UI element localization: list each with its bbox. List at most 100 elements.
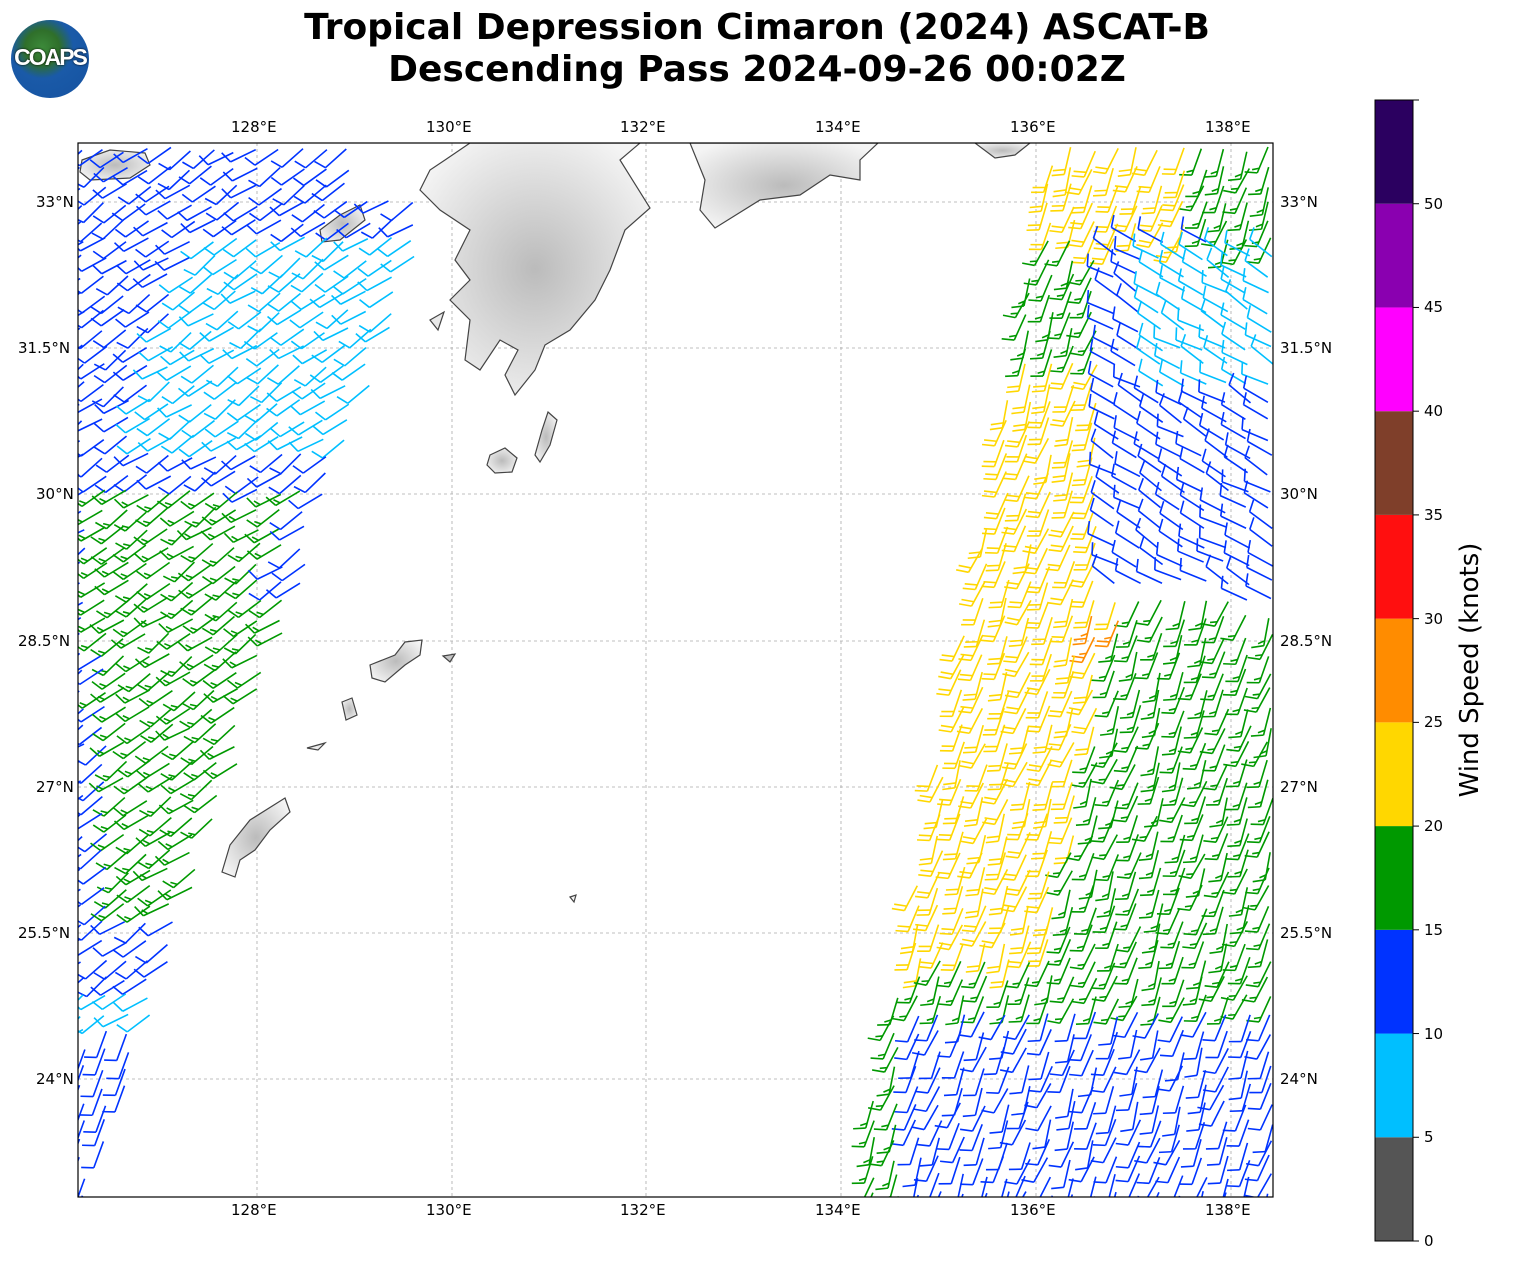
wind-barb [78,277,81,281]
wind-barb [78,708,84,715]
wind-barb [1113,1191,1117,1197]
wind-barb [222,344,258,360]
wind-barb [1049,615,1074,643]
wind-barb [1072,674,1093,704]
colorbar-segment [1375,618,1413,723]
wind-barb [1204,428,1228,459]
wind-barb [1092,168,1114,197]
wind-barb [223,633,257,655]
wind-barb [962,563,988,591]
wind-barb [182,149,215,170]
colorbar-tick: 50 [1424,194,1444,213]
wind-barb [161,740,195,761]
wind-barb [180,492,215,510]
wind-barb [78,398,103,414]
wind-barb [158,276,194,294]
wind-barb [986,1066,1010,1094]
wind-barb [204,601,238,622]
wind-barb [1071,491,1096,520]
wind-barb [1049,345,1074,373]
wind-barb [1115,888,1140,916]
wind-barb [1181,780,1208,808]
wind-barb [178,313,214,327]
wind-barb [1159,231,1185,260]
wind-barb [78,237,106,252]
wind-barb [1089,338,1116,366]
wind-barb [91,219,124,240]
wind-barb [1112,941,1137,969]
lat-tick-right: 25.5°N [1280,924,1333,942]
wind-barb [1113,903,1137,931]
wind-barb [269,525,305,541]
wind-barb [224,476,259,495]
wind-barb [1099,728,1119,759]
wind-barb [893,1065,917,1094]
wind-barb [1097,943,1119,972]
wind-barb [1113,795,1139,823]
wind-barb [78,601,84,606]
wind-barb [95,454,130,473]
wind-barb [204,491,238,511]
wind-barb [78,726,103,746]
wind-barb [115,398,151,415]
wind-barb [981,439,1005,468]
wind-barb [1111,463,1137,491]
wind-barb [1162,635,1183,665]
wind-barb [851,1120,875,1148]
wind-barb [1153,1139,1181,1166]
wind-barb [1049,206,1075,234]
wind-barb [1026,925,1049,955]
wind-barb [1092,670,1115,699]
wind-barb [78,690,80,694]
wind-barb [1092,905,1116,933]
wind-barb [1006,1101,1029,1130]
wind-barb [1206,203,1227,233]
wind-barb [93,167,128,183]
wind-barb [961,961,986,989]
wind-barb [331,290,366,305]
lon-tick-top: 130°E [426,118,472,136]
wind-barb [78,457,103,478]
wind-barb [1054,1121,1075,1152]
wind-barb [203,381,238,400]
wind-barb [1162,777,1184,807]
colorbar-label: Wind Speed (knots) [1455,542,1485,798]
wind-barb [1207,1155,1229,1185]
wind-barb [1118,1029,1138,1060]
wind-barb [246,509,280,528]
wind-barb [78,833,108,853]
wind-barb [134,653,170,669]
wind-barb [1071,236,1096,264]
wind-barb [1198,525,1227,549]
wind-barb [1053,598,1074,629]
wind-barb [1115,1141,1141,1169]
wind-barb [95,275,129,296]
wind-barb [1000,761,1028,788]
wind-barb [112,740,147,760]
wind-barb [1115,1155,1141,1183]
wind-barb [180,542,214,563]
wind-barb [1228,1070,1248,1101]
lat-tick-right: 28.5°N [1280,632,1333,650]
wind-barb [139,708,173,728]
wind-barb [961,905,987,933]
wind-barb [851,1156,874,1185]
wind-barb [1089,497,1114,527]
wind-barb [1117,372,1142,403]
wind-barb [270,236,305,252]
wind-barb [200,706,235,724]
wind-barb [78,222,103,243]
wind-barb [1185,1069,1207,1099]
wind-barb [1173,1175,1184,1197]
wind-barb [157,886,193,901]
wind-barb [227,311,262,330]
wind-barb [201,509,237,526]
wind-barb [357,276,392,292]
wind-barb [1112,392,1138,421]
wind-barb [1090,1048,1115,1076]
wind-barb [177,206,212,222]
wind-barb [920,976,940,1007]
wind-barb [1068,1156,1095,1183]
wind-barb [1066,169,1093,196]
wind-barb [136,582,171,600]
